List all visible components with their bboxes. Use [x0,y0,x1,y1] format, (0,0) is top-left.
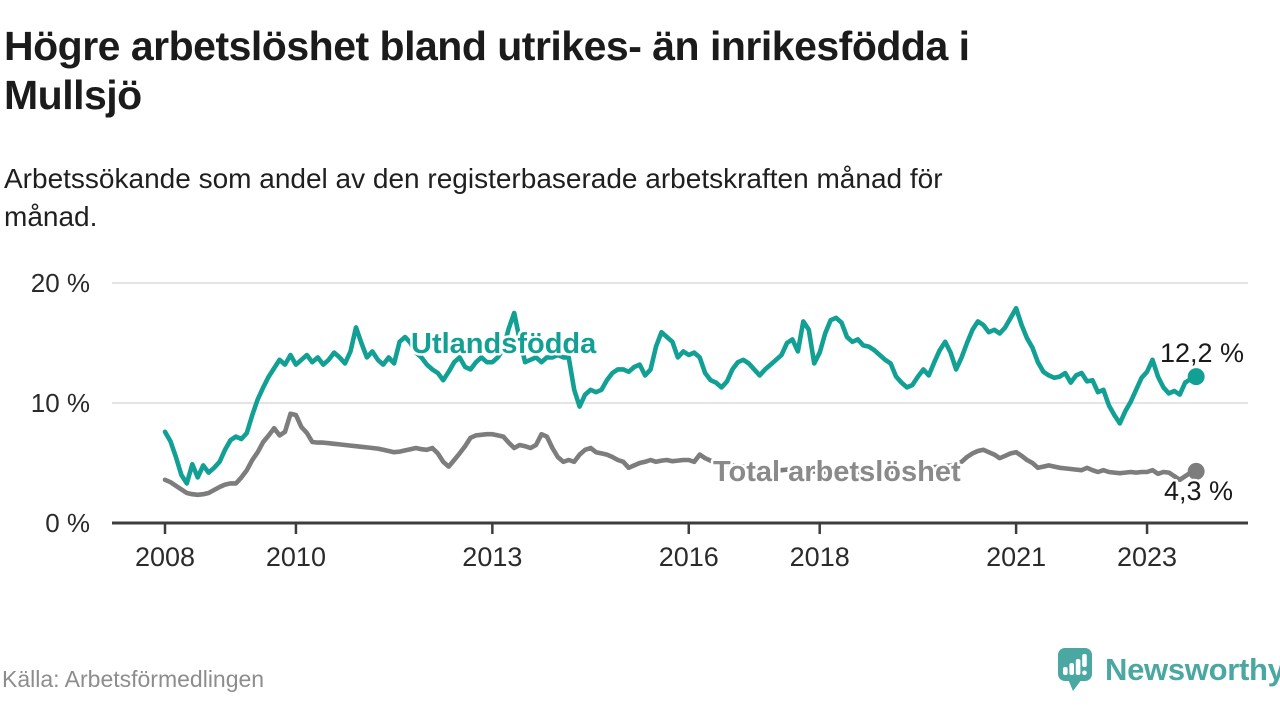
series-line-total-arbetsloshet [162,411,1199,498]
end-label-utlandsfodda: 12,2 % [1160,338,1244,368]
series-label-total-arbetsloshet: Total arbetslöshet [713,456,961,488]
title-line-1: Högre arbetslöshet bland utrikes- än inr… [4,23,970,69]
title-line-2: Mullsjö [4,72,142,118]
x-tick-label-2021: 2021 [986,542,1046,572]
subtitle-line-2: månad. [4,201,98,232]
x-tick-label-2023: 2023 [1117,542,1177,572]
chart-subtitle: Arbetssökande som andel av den registerb… [4,160,943,236]
x-tick-label-2008: 2008 [135,542,195,572]
series-label-utlandsfodda: Utlandsfödda [411,328,597,360]
newsworthy-icon [1058,648,1092,691]
x-tick-label-2010: 2010 [266,542,326,572]
series-line-utlandsfodda [162,305,1199,486]
subtitle-line-1: Arbetssökande som andel av den registerb… [4,163,943,194]
y-tick-label-0: 0 % [45,508,90,538]
end-dot-utlandsfodda [1187,368,1205,386]
brand-name: Newsworthy [1105,651,1280,687]
page-title: Högre arbetslöshet bland utrikes- än inr… [4,22,970,120]
source-note: Källa: Arbetsförmedlingen [2,666,265,692]
end-label-total-arbetsloshet: 4,3 % [1164,476,1233,506]
x-tick-label-2013: 2013 [462,542,522,572]
end-dot-total-arbetsloshet [1187,462,1205,480]
brand-logo: Newsworthy [1056,646,1280,693]
y-tick-label-20: 20 % [31,268,90,298]
y-tick-label-10: 10 % [31,388,90,418]
x-tick-label-2018: 2018 [790,542,850,572]
x-tick-label-2016: 2016 [659,542,719,572]
